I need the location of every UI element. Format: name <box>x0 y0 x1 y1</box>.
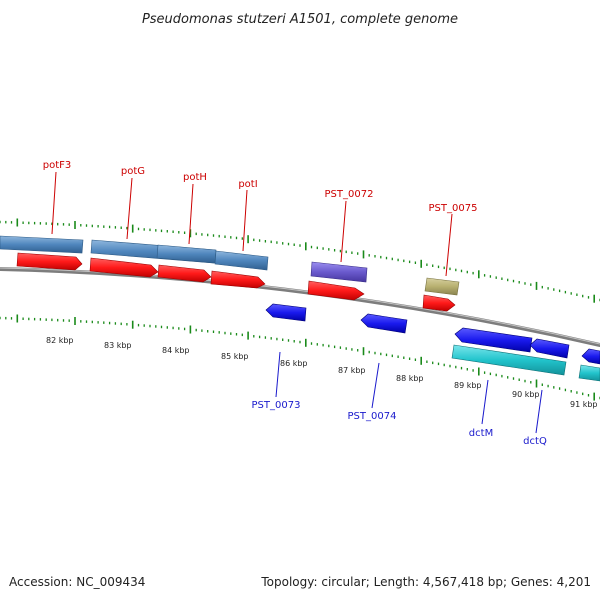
tick-label-82kbp: 82 kbp <box>46 336 74 345</box>
gene-arrow-PST_0073[interactable] <box>265 303 307 322</box>
leader-line-PST_0072 <box>340 200 347 263</box>
tick-label-86kbp: 86 kbp <box>280 359 308 368</box>
leader-line-potH <box>188 183 194 245</box>
gene-feature-PST_0072-block[interactable] <box>310 261 368 283</box>
leader-line-PST_0074 <box>371 362 380 409</box>
gene-arrow-PST_0072[interactable] <box>307 280 365 301</box>
tick-label-89kbp: 89 kbp <box>454 381 482 390</box>
tick-label-83kbp: 83 kbp <box>104 341 132 350</box>
tick-label-91kbp: 91 kbp <box>570 400 598 409</box>
gene-feature-dctM-block[interactable] <box>451 344 567 376</box>
upper-label-leaders <box>51 171 453 277</box>
feature-track-red <box>16 252 456 312</box>
leader-line-potG <box>126 177 133 240</box>
genome-backbone <box>0 267 600 347</box>
gene-feature-potH-block[interactable] <box>156 244 217 264</box>
gene-arrow-next[interactable] <box>581 348 600 365</box>
leader-line-potI <box>242 189 248 252</box>
leader-line-PST_0073 <box>275 351 281 398</box>
gene-label-potF3[interactable]: potF3 <box>43 160 72 171</box>
tick-label-87kbp: 87 kbp <box>338 366 366 375</box>
leader-line-potF3 <box>51 171 57 235</box>
gene-label-potG[interactable]: potG <box>121 166 145 177</box>
upper-tick-track <box>0 218 600 303</box>
map-title: Pseudomonas stutzeri A1501, complete gen… <box>142 12 458 27</box>
gene-feature-PST_0075-block[interactable] <box>424 277 460 296</box>
lower-label-leaders <box>275 351 543 434</box>
lower-tick-track <box>0 314 600 401</box>
topology-text: Topology: circular; Length: 4,567,418 bp… <box>260 575 591 589</box>
gene-arrow-PST_0075[interactable] <box>422 294 456 312</box>
tick-label-84kbp: 84 kbp <box>162 346 190 355</box>
tick-label-90kbp: 90 kbp <box>512 390 540 399</box>
gene-label-dctQ[interactable]: dctQ <box>523 436 547 447</box>
gene-arrow-dctQ[interactable] <box>529 338 570 359</box>
gene-arrow-potF3[interactable] <box>16 252 83 271</box>
gene-label-PST_0072[interactable]: PST_0072 <box>325 189 374 200</box>
genome-backbone-highlight <box>0 267 600 345</box>
tick-label-88kbp: 88 kbp <box>396 374 424 383</box>
gene-label-potH[interactable]: potH <box>183 172 207 183</box>
leader-line-dctM <box>481 379 489 425</box>
tick-label-85kbp: 85 kbp <box>221 352 249 361</box>
gene-feature-potI-block[interactable] <box>214 250 269 271</box>
gene-label-PST_0075[interactable]: PST_0075 <box>429 203 478 214</box>
gene-label-dctM[interactable]: dctM <box>469 428 493 439</box>
accession-text: Accession: NC_009434 <box>9 575 145 589</box>
feature-track-cyan <box>451 344 600 382</box>
leader-line-PST_0075 <box>445 213 453 277</box>
gene-arrow-PST_0074[interactable] <box>360 313 408 334</box>
gene-arrow-potG[interactable] <box>89 257 159 278</box>
gene-feature-potF3-block[interactable] <box>0 235 84 254</box>
gene-label-potI[interactable]: potI <box>238 179 257 190</box>
gene-feature-dctQ-block[interactable] <box>578 364 600 382</box>
gene-label-PST_0073[interactable]: PST_0073 <box>252 400 301 411</box>
leader-line-dctQ <box>535 389 543 434</box>
gene-label-PST_0074[interactable]: PST_0074 <box>348 411 397 422</box>
gene-arrow-potI[interactable] <box>210 270 266 289</box>
feature-track-steelblue <box>0 235 269 271</box>
gene-arrow-potH[interactable] <box>157 264 212 283</box>
feature-track-blue <box>265 303 600 365</box>
